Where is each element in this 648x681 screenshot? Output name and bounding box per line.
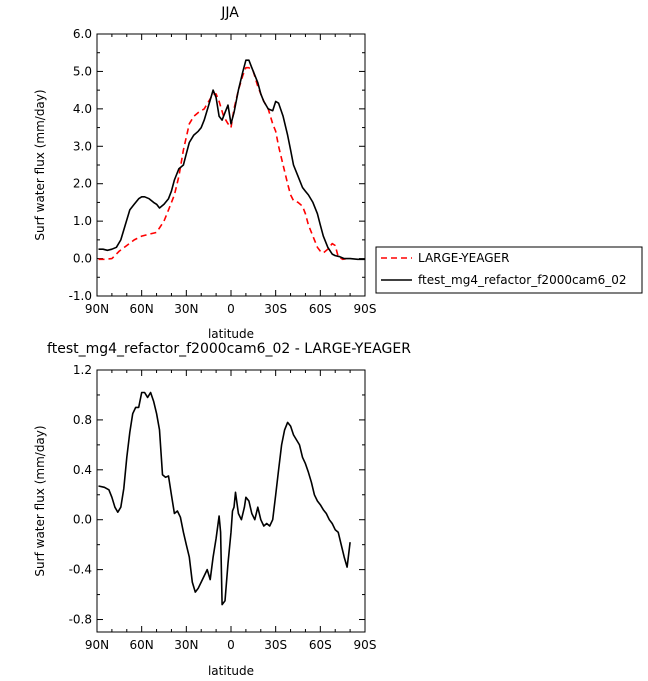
top-y-tick-label: -1.0 <box>69 289 92 303</box>
bottom-x-tick-label: 0 <box>227 638 235 652</box>
legend-label-large-yeager: LARGE-YEAGER <box>418 251 509 265</box>
top-x-tick-label: 30N <box>174 302 198 316</box>
top-x-tick-label: 30S <box>264 302 287 316</box>
bottom-plot-frame <box>96 369 366 633</box>
top-x-tick-label: 60S <box>309 302 332 316</box>
top-y-tick-label: 4.0 <box>73 102 92 116</box>
top-y-axis-label: Surf water flux (mm/day) <box>33 89 47 240</box>
top-plot-frame <box>96 33 366 297</box>
bottom-y-tick-label: 0.4 <box>73 463 92 477</box>
legend: LARGE-YEAGER ftest_mg4_refactor_f2000cam… <box>375 246 643 294</box>
bottom-y-axis-label: Surf water flux (mm/day) <box>33 425 47 576</box>
bottom-series-line-0 <box>98 391 351 606</box>
bottom-x-tick-label: 60N <box>130 638 154 652</box>
top-series-lines <box>98 59 365 261</box>
bottom-series-lines <box>98 391 351 606</box>
bottom-x-tick-label: 30N <box>174 638 198 652</box>
bottom-x-tick-label: 90S <box>354 638 377 652</box>
top-y-tick-label: 6.0 <box>73 27 92 41</box>
bottom-x-tick-label: 90N <box>85 638 109 652</box>
top-x-tick-label: 90N <box>85 302 109 316</box>
legend-label-ftest: ftest_mg4_refactor_f2000cam6_02 <box>418 273 627 287</box>
bottom-panel: ftest_mg4_refactor_f2000cam6_02 - LARGE-… <box>33 341 411 678</box>
top-chart-title: JJA <box>220 5 239 21</box>
bottom-y-tick-label: 1.2 <box>73 363 92 377</box>
top-y-tick-label: 3.0 <box>73 139 92 153</box>
top-series-line-large-yeager <box>98 66 351 261</box>
bottom-y-tick-label: -0.8 <box>69 613 92 627</box>
top-series-line-ftest-mg4-refactor-f2000cam6-02 <box>98 59 365 261</box>
bottom-x-axis-label: latitude <box>208 664 254 678</box>
top-y-tick-label: 5.0 <box>73 64 92 78</box>
top-x-tick-label: 0 <box>227 302 235 316</box>
top-axis-ticks: 90N 60N 30N 0 30S 60S 90S -1.0 0.0 1.0 2.0 3.0 4.0 5.… <box>69 27 377 316</box>
bottom-y-tick-label: -0.4 <box>69 563 92 577</box>
top-y-tick-label: 2.0 <box>73 177 92 191</box>
top-panel: JJA 90N 60N 30N 0 30S 60S 90S -1.0 0.0 1.0 2.0 3.0 4… <box>33 5 376 341</box>
top-x-tick-label: 60N <box>130 302 154 316</box>
bottom-chart-title: ftest_mg4_refactor_f2000cam6_02 - LARGE-… <box>47 341 411 357</box>
bottom-y-tick-label: 0.0 <box>73 513 92 527</box>
top-x-tick-label: 90S <box>354 302 377 316</box>
bottom-x-tick-label: 30S <box>264 638 287 652</box>
top-x-axis-label: latitude <box>208 327 254 341</box>
top-y-tick-label: 1.0 <box>73 214 92 228</box>
bottom-y-tick-label: 0.8 <box>73 413 92 427</box>
top-y-tick-label: 0.0 <box>73 252 92 266</box>
bottom-axis-ticks: 90N 60N 30N 0 30S 60S 90S -0.8 -0.4 0.0 0.4 0.8 1.2 <box>69 363 377 652</box>
bottom-x-tick-label: 60S <box>309 638 332 652</box>
legend-box <box>375 246 643 294</box>
